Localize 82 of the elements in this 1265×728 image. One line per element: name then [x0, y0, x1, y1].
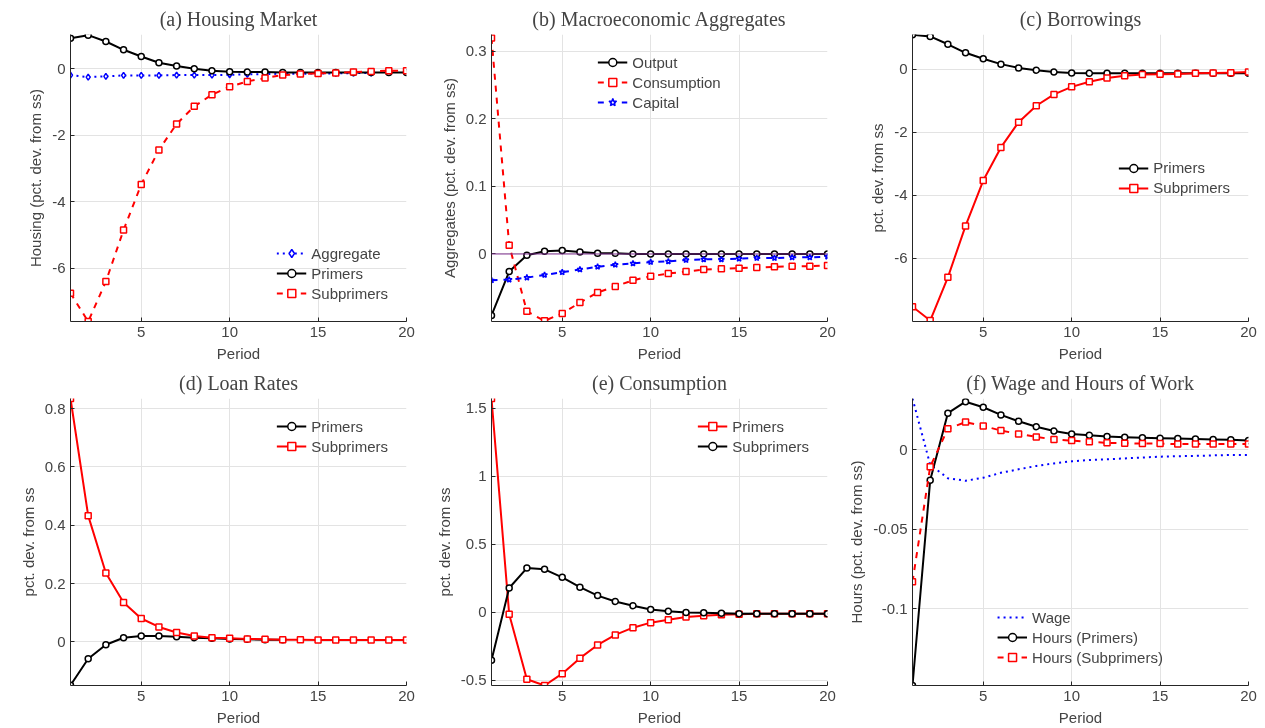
chart-title: (a) Housing Market: [159, 7, 318, 31]
legend-label: Subprimers: [732, 437, 809, 455]
legend-label: Capital: [632, 93, 680, 111]
y-axis-title: Hours (pct. dev. from ss): [848, 460, 866, 624]
x-tick-label: 5: [979, 322, 988, 340]
x-tick-label: 15: [1151, 686, 1169, 704]
legend-label: Primers: [1153, 159, 1205, 176]
y-axis-title: Aggregates (pct. dev. from ss): [440, 78, 458, 278]
x-tick-label: 20: [1240, 686, 1257, 704]
x-tick-label: 15: [309, 322, 327, 340]
y-tick-label: -2: [894, 123, 908, 141]
x-axis-title: Period: [1058, 344, 1103, 362]
y-tick-label: 0: [899, 60, 908, 78]
x-tick-label: 15: [1151, 322, 1169, 340]
x-tick-label: 5: [558, 686, 567, 704]
y-tick-label: 0.3: [465, 42, 487, 60]
y-tick-label: -0.1: [881, 599, 908, 617]
y-tick-label: -6: [894, 249, 908, 267]
chart-title: (d) Loan Rates: [179, 371, 299, 395]
y-tick-label: 1.5: [465, 399, 487, 417]
y-tick-label: -4: [894, 186, 908, 204]
x-tick-label: 10: [642, 322, 659, 340]
y-tick-label: 0.8: [44, 399, 66, 417]
legend-label: Primers: [311, 264, 363, 282]
y-tick-label: -6: [52, 259, 66, 277]
y-tick-label: -0.05: [873, 520, 908, 538]
y-axis-title: pct. dev. from ss: [869, 123, 887, 233]
y-tick-label: 0.2: [465, 109, 487, 127]
y-tick-label: -2: [52, 126, 66, 144]
y-tick-label: 0.2: [44, 574, 66, 592]
x-tick-label: 5: [979, 686, 988, 704]
x-tick-label: 10: [1063, 686, 1080, 704]
y-axis-title: pct. dev. from ss: [19, 487, 37, 597]
x-axis-title: Period: [216, 344, 261, 362]
chart-title: (c) Borrowings: [1019, 7, 1142, 31]
x-tick-label: 20: [819, 686, 836, 704]
x-tick-label: 20: [398, 686, 415, 704]
y-tick-label: 0.4: [44, 516, 66, 534]
x-tick-label: 10: [1063, 322, 1080, 340]
x-axis-title: Period: [637, 708, 682, 726]
x-tick-label: 10: [642, 686, 659, 704]
x-axis-title: Period: [216, 708, 261, 726]
y-tick-label: 1: [478, 467, 487, 485]
chart-title: (e) Consumption: [592, 371, 727, 395]
x-axis-title: Period: [637, 344, 682, 362]
legend-label: Hours (Subprimers): [1032, 648, 1163, 666]
legend-label: Subprimers: [1153, 179, 1230, 196]
x-tick-label: 5: [137, 686, 146, 704]
legend-label: Wage: [1032, 608, 1071, 626]
y-tick-label: 0.5: [465, 535, 487, 553]
legend-label: Aggregate: [311, 244, 381, 262]
legend-label: Consumption: [632, 73, 721, 91]
legend-label: Output: [632, 53, 678, 71]
x-tick-label: 20: [819, 322, 836, 340]
x-tick-label: 15: [730, 686, 748, 704]
x-axis-title: Period: [1058, 708, 1103, 726]
x-tick-label: 5: [137, 322, 146, 340]
y-tick-label: 0: [57, 632, 66, 650]
y-tick-label: 0: [899, 440, 908, 458]
x-tick-label: 15: [730, 322, 748, 340]
chart-title: (f) Wage and Hours of Work: [966, 371, 1194, 395]
x-tick-label: 20: [1240, 322, 1257, 340]
legend-label: Hours (Primers): [1032, 628, 1138, 646]
legend-label: Primers: [732, 417, 784, 435]
y-tick-label: 0: [478, 244, 487, 262]
y-tick-label: -0.5: [460, 671, 487, 689]
x-tick-label: 15: [309, 686, 327, 704]
legend-label: Subprimers: [311, 437, 388, 455]
y-tick-label: -4: [52, 192, 66, 210]
legend-label: Subprimers: [311, 284, 388, 302]
legend-label: Primers: [311, 417, 363, 435]
y-axis-title: pct. dev. from ss: [435, 487, 453, 597]
y-tick-label: 0.6: [44, 457, 66, 475]
x-tick-label: 5: [558, 322, 567, 340]
y-tick-label: 0: [478, 603, 487, 621]
y-tick-label: 0: [57, 59, 66, 77]
chart-title: (b) Macroeconomic Aggregates: [532, 7, 786, 31]
x-tick-label: 20: [398, 322, 415, 340]
x-tick-label: 10: [221, 322, 238, 340]
y-tick-label: 0.1: [465, 177, 487, 195]
y-axis-title: Housing (pct. dev. from ss): [27, 88, 45, 268]
x-tick-label: 10: [221, 686, 238, 704]
